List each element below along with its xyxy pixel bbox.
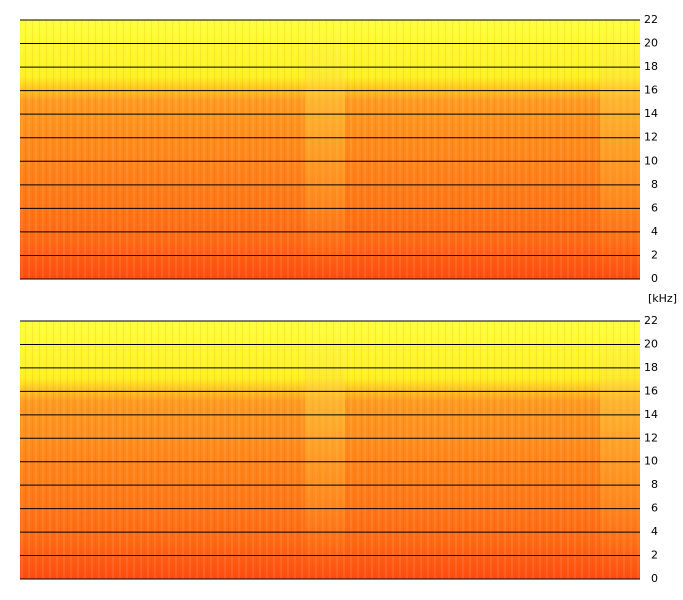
spectrogram-quiet-band	[305, 321, 345, 579]
y-tick-label: 10	[644, 455, 658, 468]
y-tick-label: 14	[644, 107, 658, 120]
y-tick-label: 22	[644, 314, 658, 327]
y-tick-label: 8	[651, 178, 658, 191]
y-tick-label: 22	[644, 13, 658, 26]
spectrogram-quiet-band	[600, 321, 640, 579]
y-tick-label: 20	[644, 337, 658, 350]
y-tick-label: 10	[644, 154, 658, 167]
spectrogram-quiet-band	[600, 20, 640, 279]
y-tick-label: 4	[651, 525, 658, 538]
y-tick-label: 2	[651, 549, 658, 562]
y-tick-label: 6	[651, 201, 658, 214]
spectrogram-quiet-band	[305, 20, 345, 279]
axis-unit-label: [kHz]	[648, 292, 677, 305]
y-tick-label: 8	[651, 478, 658, 491]
y-tick-label: 2	[651, 248, 658, 261]
y-tick-label: 4	[651, 225, 658, 238]
y-tick-label: 6	[651, 502, 658, 515]
y-tick-label: 12	[644, 131, 658, 144]
y-tick-label: 12	[644, 431, 658, 444]
y-tick-label: 18	[644, 361, 658, 374]
y-tick-label: 18	[644, 60, 658, 73]
y-tick-label: 0	[651, 572, 658, 585]
y-tick-label: 20	[644, 37, 658, 50]
y-tick-label: 14	[644, 408, 658, 421]
y-tick-label: 16	[644, 384, 658, 397]
y-tick-label: 0	[651, 272, 658, 285]
y-tick-label: 16	[644, 84, 658, 97]
